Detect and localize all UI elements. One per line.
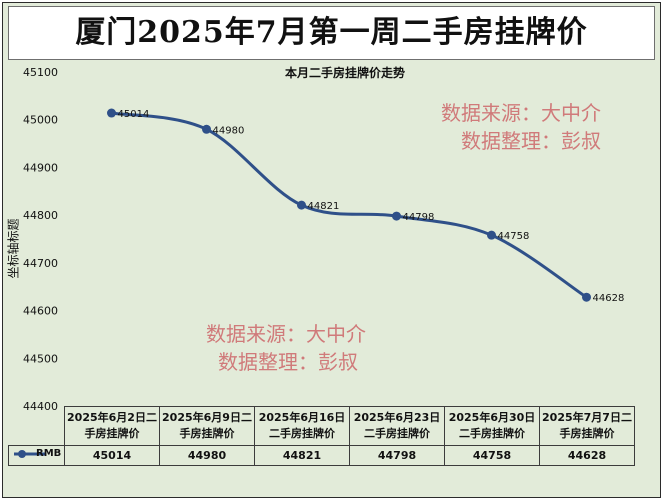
y-tick-label: 44700: [23, 257, 58, 270]
watermark-source: 数据来源：大中介: [441, 101, 601, 125]
x-category-label: 二手房挂牌价: [269, 427, 335, 440]
data-point: [392, 211, 401, 221]
data-point: [582, 292, 591, 302]
page-title: 厦门2025年7月第一周二手房挂牌价: [75, 15, 588, 50]
table-header-cell: 2025年6月2日二 手房挂牌价: [64, 406, 160, 446]
data-label: 44628: [593, 293, 625, 304]
x-category-label: 2025年6月16日: [258, 411, 346, 424]
table-header-cell: 2025年6月23日 二手房挂牌价: [349, 406, 445, 446]
data-table-header-row: 2025年6月2日二 手房挂牌价 2025年6月9日二 手房挂牌价 2025年6月16日…: [64, 406, 635, 446]
table-value-cell: 44758: [444, 445, 540, 466]
watermark-organizer: 数据整理：彭叔: [461, 129, 601, 153]
x-category-label: 手房挂牌价: [179, 427, 235, 440]
watermark-source: 数据来源：大中介: [206, 322, 366, 346]
x-category-label: 2025年6月30日: [448, 411, 536, 424]
y-tick-label: 44900: [23, 161, 58, 174]
x-category-label: 二手房挂牌价: [364, 427, 430, 440]
data-point: [202, 124, 211, 134]
series-line-rmb: [111, 111, 588, 299]
y-tick-label: 45000: [23, 114, 58, 127]
legend-point-marker: [18, 450, 26, 458]
table-value-cell: 44628: [539, 445, 635, 466]
chart-title: 本月二手房挂牌价走势: [284, 66, 405, 80]
table-value-cell: 44980: [159, 445, 255, 466]
table-value-cell: 45014: [64, 445, 160, 466]
x-category-label: 2025年6月2日二: [67, 411, 157, 424]
y-tick-label: 44500: [23, 352, 58, 365]
legend-cell: [8, 445, 65, 466]
title-banner: 厦门2025年7月第一周二手房挂牌价: [8, 6, 655, 60]
x-category-label: 手房挂牌价: [559, 427, 615, 440]
watermark-organizer: 数据整理：彭叔: [218, 350, 358, 374]
table-value-cell: 44821: [254, 445, 350, 466]
data-label: 44821: [308, 201, 340, 212]
data-point: [487, 230, 496, 240]
x-category-label: 2025年7月7日二: [542, 411, 632, 424]
table-value-cell: 44798: [349, 445, 445, 466]
y-tick-label: 44400: [23, 400, 58, 413]
data-label: 45014: [118, 109, 150, 120]
watermark-top: 数据来源：大中介 数据整理：彭叔: [441, 99, 601, 155]
table-header-cell: 2025年7月7日二 手房挂牌价: [539, 406, 635, 446]
watermark-bottom: 数据来源：大中介 数据整理：彭叔: [206, 320, 366, 376]
x-category-label: 2025年6月23日: [353, 411, 441, 424]
data-label: 44758: [498, 231, 530, 242]
x-category-label: 2025年6月9日二: [162, 411, 252, 424]
data-label: 44798: [403, 212, 435, 223]
table-header-cell: 2025年6月16日 二手房挂牌价: [254, 406, 350, 446]
y-tick-label: 44600: [23, 305, 58, 318]
data-label: 44980: [213, 125, 245, 136]
y-tick-label: 45100: [23, 66, 58, 79]
data-table: 2025年6月2日二 手房挂牌价 2025年6月9日二 手房挂牌价 2025年6月16日…: [64, 406, 635, 466]
table-header-cell: 2025年6月9日二 手房挂牌价: [159, 406, 255, 446]
data-point: [107, 108, 116, 118]
legend-series-name: RMB: [36, 448, 62, 459]
table-header-cell: 2025年6月30日 二手房挂牌价: [444, 406, 540, 446]
x-category-label: 二手房挂牌价: [459, 427, 525, 440]
y-tick-label: 44800: [23, 209, 58, 222]
x-category-label: 手房挂牌价: [84, 427, 140, 440]
data-table-value-row: 45014 44980 44821 44798 44758 44628: [64, 445, 635, 466]
data-point: [297, 200, 306, 210]
